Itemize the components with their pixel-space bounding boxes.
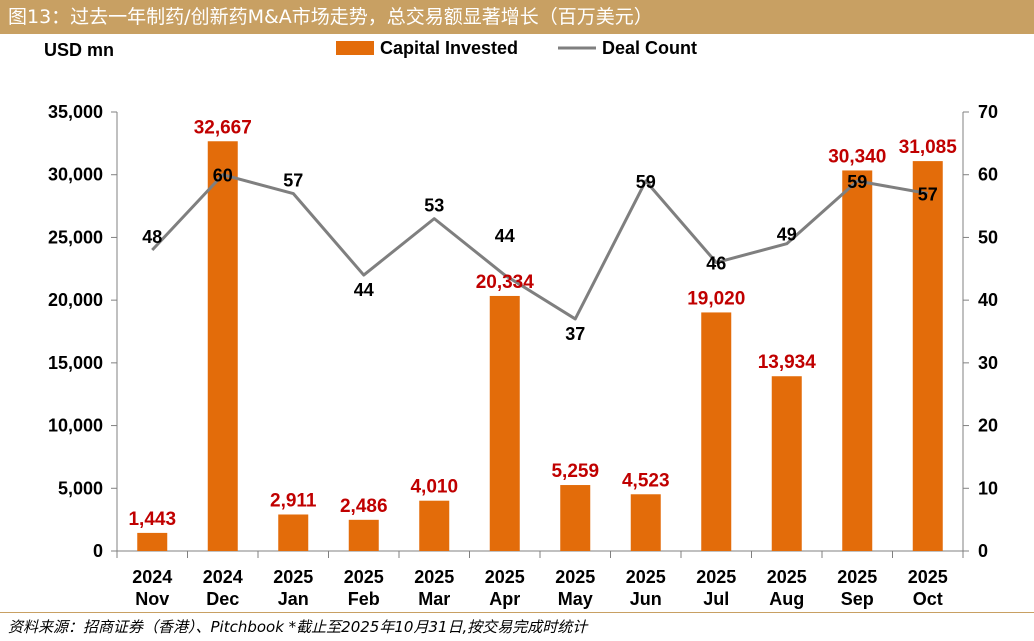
- line-data-label: 60: [213, 166, 233, 186]
- line-data-label: 59: [636, 172, 656, 192]
- x-tick-label-month: Jan: [278, 589, 309, 609]
- bar-capital-invested: [842, 170, 873, 551]
- x-tick-label-year: 2025: [344, 567, 384, 587]
- bar-data-label: 19,020: [687, 288, 745, 309]
- y-left-tick-label: 25,000: [48, 227, 103, 247]
- x-tick-label-year: 2025: [414, 567, 454, 587]
- line-data-label: 59: [847, 172, 867, 192]
- line-data-label: 53: [424, 196, 444, 216]
- line-data-label: 44: [495, 226, 515, 246]
- x-tick-label-year: 2025: [837, 567, 877, 587]
- bar-capital-invested: [560, 485, 591, 551]
- bar-data-label: 1,443: [128, 509, 176, 530]
- bar-data-label: 32,667: [194, 117, 252, 138]
- x-tick-label-month: Dec: [206, 589, 239, 609]
- x-tick-label-year: 2025: [555, 567, 595, 587]
- x-tick-label-month: Nov: [135, 589, 169, 609]
- x-tick-label-month: Oct: [913, 589, 943, 609]
- bar-capital-invested: [419, 500, 450, 551]
- source-note: 资料来源：招商证券（香港）、Pitchbook *截止至2025年10月31日,…: [8, 618, 588, 636]
- bar-data-label: 13,934: [758, 352, 817, 373]
- combo-chart: 0 5,000 10,000 15,000 20,000 25,000 30,000 35,0…: [44, 38, 998, 609]
- x-tick-label-month: Jun: [630, 589, 662, 609]
- source-divider: [0, 612, 1034, 613]
- line-data-label: 44: [354, 280, 374, 300]
- y-right-tick-label: 40: [978, 290, 998, 310]
- y-left-tick-label: 0: [93, 541, 103, 561]
- bar-capital-invested: [701, 312, 732, 551]
- line-data-label: 49: [777, 225, 797, 245]
- legend-label-capital-invested: Capital Invested: [380, 38, 518, 58]
- bar-data-label: 4,010: [410, 477, 458, 498]
- y-unit-label: USD mn: [44, 40, 114, 60]
- x-tick-label-year: 2025: [626, 567, 666, 587]
- bar-capital-invested: [207, 141, 238, 551]
- y-right-tick-label: 60: [978, 165, 998, 185]
- x-tick-label-month: Apr: [489, 589, 520, 609]
- bar-data-label: 30,340: [828, 146, 886, 167]
- line-data-label: 57: [918, 185, 938, 205]
- x-tick-label-year: 2024: [132, 567, 172, 587]
- bar-data-label: 20,334: [476, 272, 535, 293]
- y-left-tick-label: 5,000: [58, 478, 103, 498]
- bar-capital-invested: [912, 161, 943, 551]
- y-left-tick-label: 35,000: [48, 102, 103, 122]
- bar-capital-invested: [489, 295, 520, 551]
- bar-capital-invested: [630, 494, 661, 551]
- y-right-tick-label: 10: [978, 478, 998, 498]
- x-tick-label-year: 2025: [273, 567, 313, 587]
- y-right-tick-label: 30: [978, 353, 998, 373]
- x-tick-label-year: 2025: [767, 567, 807, 587]
- y-right-tick-label: 20: [978, 416, 998, 436]
- y-right-tick-label: 0: [978, 541, 988, 561]
- legend-swatch-capital-invested: [336, 41, 374, 55]
- y-left-tick-label: 10,000: [48, 416, 103, 436]
- x-tick-label-year: 2024: [203, 567, 243, 587]
- x-tick-label-year: 2025: [485, 567, 525, 587]
- y-left-tick-label: 30,000: [48, 165, 103, 185]
- y-left-tick-label: 15,000: [48, 353, 103, 373]
- x-tick-label-year: 2025: [696, 567, 736, 587]
- x-tick-label-year: 2025: [908, 567, 948, 587]
- y-right-tick-label: 70: [978, 102, 998, 122]
- line-data-label: 57: [283, 171, 303, 191]
- line-data-label: 48: [142, 227, 162, 247]
- line-deal-count: [151, 173, 929, 321]
- bar-capital-invested: [771, 376, 802, 551]
- legend-label-deal-count: Deal Count: [602, 38, 697, 58]
- bar-data-label: 2,486: [340, 496, 388, 517]
- bar-capital-invested: [278, 514, 309, 551]
- x-tick-label-month: Feb: [348, 589, 380, 609]
- bar-data-label: 4,523: [622, 470, 670, 491]
- x-tick-label-month: Sep: [841, 589, 874, 609]
- bar-capital-invested: [348, 519, 379, 551]
- x-tick-label-month: Aug: [769, 589, 804, 609]
- bar-capital-invested: [137, 532, 168, 551]
- x-tick-label-month: Mar: [418, 589, 450, 609]
- x-tick-label-month: May: [558, 589, 593, 609]
- y-right-tick-label: 50: [978, 227, 998, 247]
- x-tick-label-month: Jul: [703, 589, 729, 609]
- y-left-tick-label: 20,000: [48, 290, 103, 310]
- chart-title: 图13：过去一年制药/创新药M&A市场走势，总交易额显著增长（百万美元）: [0, 0, 1034, 34]
- bar-data-label: 5,259: [551, 461, 599, 482]
- line-data-label: 46: [706, 254, 726, 274]
- bar-data-label: 31,085: [899, 137, 958, 158]
- line-data-label: 37: [565, 324, 585, 344]
- bar-data-label: 2,911: [270, 490, 317, 511]
